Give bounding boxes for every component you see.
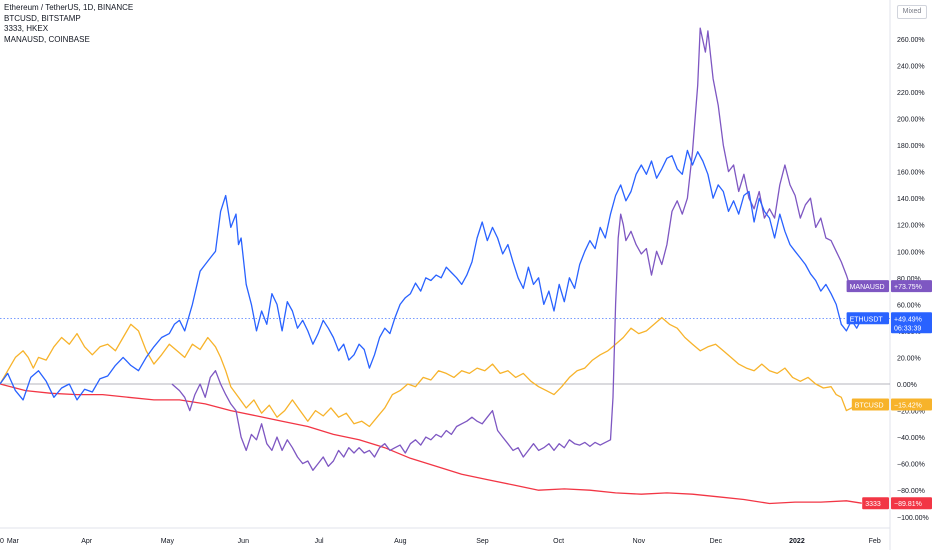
y-tick-label: 20.00% [897,355,921,362]
legend-item-manausd[interactable]: MANAUSD, COINBASE [4,34,90,44]
scale-mode-button[interactable]: Mixed [897,5,927,19]
y-tick-label: 60.00% [897,302,921,309]
x-tick-label: Dec [710,538,723,545]
x-axis[interactable]: 0 Mar Apr May Jun Jul Aug Sep Oct Nov Dec 2022 Feb [0,538,881,545]
series-line-manausd [171,27,863,471]
x-tick-label: Oct [553,538,564,545]
series-name-tag-text: 3333 [865,501,881,508]
series-value-badge-manausd [891,280,932,293]
x-tick-label: Nov [633,538,646,545]
y-tick-label: −80.00% [897,488,925,495]
y-tick-label: 100.00% [897,249,925,256]
series-value-text: −15.42% [894,402,922,409]
x-tick-label: Mar [7,538,20,545]
x-tick-label: 2022 [789,538,805,545]
series-value-badge-btcusd [891,398,932,411]
series-name-tag-text: BTCUSD [855,402,884,409]
y-tick-label: 0.00% [897,382,917,389]
series-line-ethusdt [0,149,863,401]
series-name-tag-ethusdt [846,312,889,325]
y-tick-label: 260.00% [897,37,925,44]
y-tick-label: −40.00% [897,435,925,442]
y-tick-label: −20.00% [897,409,925,416]
y-tick-label: 220.00% [897,90,925,97]
x-tick-label: 0 [0,538,4,545]
price-labels: MANAUSD +73.75% ETHUSDT +49.49% 06:33:39 BTCU… [846,280,932,510]
series-name-tag-manausd [846,280,889,293]
y-tick-label: −60.00% [897,462,925,469]
countdown-text: 06:33:39 [894,325,921,332]
series-name-tag-text: ETHUSDT [850,316,884,323]
x-tick-label: Jul [315,538,324,545]
legend-item-3333[interactable]: 3333, HKEX [4,24,49,33]
y-tick-label: 80.00% [897,276,921,283]
x-tick-label: Sep [476,538,489,545]
x-tick-label: Aug [394,538,407,545]
x-tick-label: Feb [869,538,881,545]
series-name-tag-3333 [862,497,889,510]
y-tick-label: 200.00% [897,117,925,124]
grid-lines [0,0,891,550]
series-value-badge-3333 [891,497,932,510]
series-value-text: −89.81% [894,501,922,508]
series-name-tag-text: MANAUSD [850,284,885,291]
series-line-3333 [0,383,862,505]
y-tick-label: −100.00% [897,515,929,522]
y-tick-label: 240.00% [897,63,925,70]
y-tick-label: 180.00% [897,143,925,150]
series-value-text: +73.75% [894,284,922,291]
y-tick-label: 160.00% [897,170,925,177]
series-value-text: +49.49% [894,316,922,323]
x-tick-label: Jun [238,538,249,545]
x-tick-label: Apr [81,538,93,545]
legend-item-btcusd[interactable]: BTCUSD, BITSTAMP [4,13,81,23]
x-tick-label: May [161,538,175,545]
y-axis[interactable]: 260.00% 240.00% 220.00% 200.00% 180.00% 160.0… [897,37,929,522]
y-tick-label: 120.00% [897,223,925,230]
series-line-btcusd [0,316,862,428]
legend-item-ethusdt[interactable]: Ethereum / TetherUS, 1D, BINANCE [4,3,134,12]
series-value-badge-ethusdt [891,312,932,334]
plot-area [0,27,863,505]
y-tick-label: 140.00% [897,196,925,203]
series-name-tag-btcusd [851,398,889,411]
legend: Ethereum / TetherUS, 1D, BINANCE BTCUSD,… [4,3,133,45]
